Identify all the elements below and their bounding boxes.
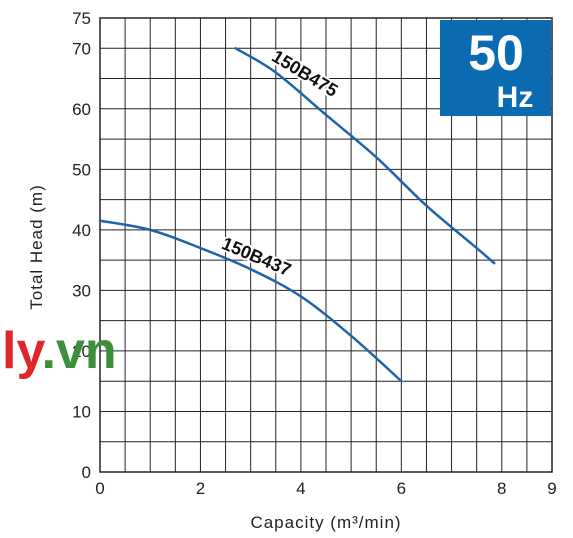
x-tick-label: 6 xyxy=(397,479,406,498)
watermark: ly.vn xyxy=(2,322,117,380)
y-tick-label: 60 xyxy=(72,100,91,119)
y-tick-label: 70 xyxy=(72,39,91,58)
y-tick-label: 40 xyxy=(72,221,91,240)
plot-frame xyxy=(99,17,553,473)
x-axis-title: Capacity (m³/min) xyxy=(250,513,401,532)
series-line-150b475 xyxy=(234,47,496,265)
badge-background xyxy=(440,20,551,116)
y-axis-title: Total Head (m) xyxy=(27,184,46,309)
y-tick-label: 20 xyxy=(72,342,91,361)
y-tick-label: 10 xyxy=(72,402,91,421)
x-tick-label: 2 xyxy=(196,479,205,498)
series-line-150b437 xyxy=(98,219,403,383)
frequency-badge: 50 Hz xyxy=(440,20,551,116)
badge-frequency: 50 xyxy=(468,25,524,81)
y-tick-label: 0 xyxy=(82,463,91,482)
series-label-150b475: 150B475 xyxy=(268,46,341,101)
grid-lines xyxy=(99,17,553,473)
y-tick-labels: 0 10 20 30 40 50 60 70 75 xyxy=(72,9,91,482)
watermark-part-2: .vn xyxy=(42,322,117,380)
badge-unit: Hz xyxy=(497,81,534,114)
x-tick-label: 4 xyxy=(296,479,305,498)
y-tick-label: 30 xyxy=(72,281,91,300)
x-tick-label: 9 xyxy=(547,479,556,498)
x-tick-label: 0 xyxy=(95,479,104,498)
watermark-part-1: ly xyxy=(2,322,45,380)
y-tick-label: 50 xyxy=(72,160,91,179)
x-tick-label: 8 xyxy=(497,479,506,498)
y-tick-label: 75 xyxy=(72,9,91,28)
x-tick-labels: 0 2 4 6 8 9 xyxy=(95,479,556,498)
